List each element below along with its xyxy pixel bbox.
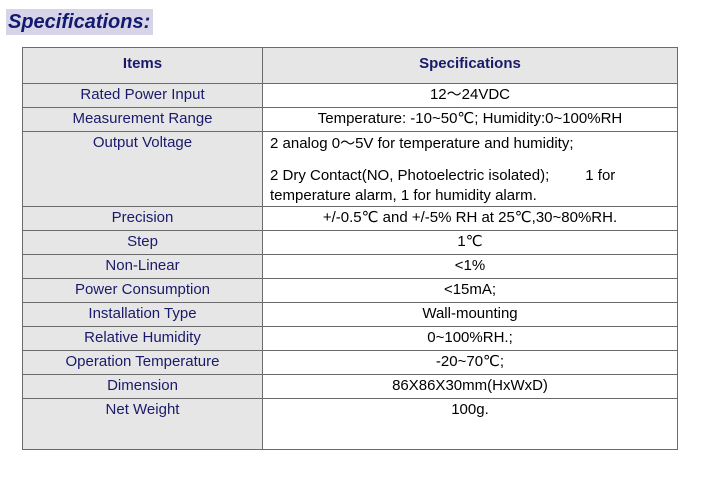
table-row: Relative Humidity 0~100%RH.; [22, 326, 678, 351]
row-label: Step [22, 230, 263, 255]
row-value: Wall-mounting [262, 302, 678, 327]
row-label: Rated Power Input [22, 83, 263, 108]
row-value: <15mA; [262, 278, 678, 303]
row-label: Precision [22, 206, 263, 231]
header-specifications: Specifications [262, 47, 678, 84]
row-value: 1℃ [262, 230, 678, 255]
table-row: Net Weight 100g. [22, 398, 678, 450]
row-value: <1% [262, 254, 678, 279]
output-line-1: 2 analog 0～5V for temperature and humidi… [270, 135, 574, 152]
row-label: Operation Temperature [22, 350, 263, 375]
output-line-3: temperature alarm, 1 for humidity alarm. [270, 187, 537, 204]
row-label: Non-Linear [22, 254, 263, 279]
row-label: Net Weight [22, 398, 263, 450]
output-line-2: 2 Dry Contact(NO, Photoelectric isolated… [270, 166, 677, 186]
row-value: 0~100%RH.; [262, 326, 678, 351]
specifications-table: Items Specifications Rated Power Input 1… [22, 47, 678, 450]
table-row: Operation Temperature -20~70℃; [22, 350, 678, 375]
row-value: 2 analog 0～5V for temperature and humidi… [262, 131, 678, 207]
row-label: Output Voltage [22, 131, 263, 207]
row-value: -20~70℃; [262, 350, 678, 375]
table-header-row: Items Specifications [22, 47, 678, 84]
output-line-2a: 2 Dry Contact(NO, Photoelectric isolated… [270, 167, 550, 184]
row-value: 12～24VDC [262, 83, 678, 108]
row-label: Installation Type [22, 302, 263, 327]
table-row: Precision +/-0.5℃ and +/-5% RH at 25℃,30… [22, 206, 678, 231]
table-row: Rated Power Input 12～24VDC [22, 83, 678, 108]
table-row: Non-Linear <1% [22, 254, 678, 279]
row-value: Temperature: -10~50℃; Humidity:0~100%RH [262, 107, 678, 132]
table-row: Step 1℃ [22, 230, 678, 255]
row-value: +/-0.5℃ and +/-5% RH at 25℃,30~80%RH. [262, 206, 678, 231]
table-row: Output Voltage 2 analog 0～5V for tempera… [22, 131, 678, 207]
table-row: Measurement Range Temperature: -10~50℃; … [22, 107, 678, 132]
table-row: Dimension 86X86X30mm(HxWxD) [22, 374, 678, 399]
header-items: Items [22, 47, 263, 84]
row-label: Measurement Range [22, 107, 263, 132]
row-value: 86X86X30mm(HxWxD) [262, 374, 678, 399]
row-label: Dimension [22, 374, 263, 399]
row-label: Relative Humidity [22, 326, 263, 351]
row-value: 100g. [262, 398, 678, 450]
row-label: Power Consumption [22, 278, 263, 303]
table-row: Power Consumption <15mA; [22, 278, 678, 303]
page-title: Specifications: [6, 9, 154, 35]
output-line-2b: 1 for [585, 167, 616, 184]
table-row: Installation Type Wall-mounting [22, 302, 678, 327]
